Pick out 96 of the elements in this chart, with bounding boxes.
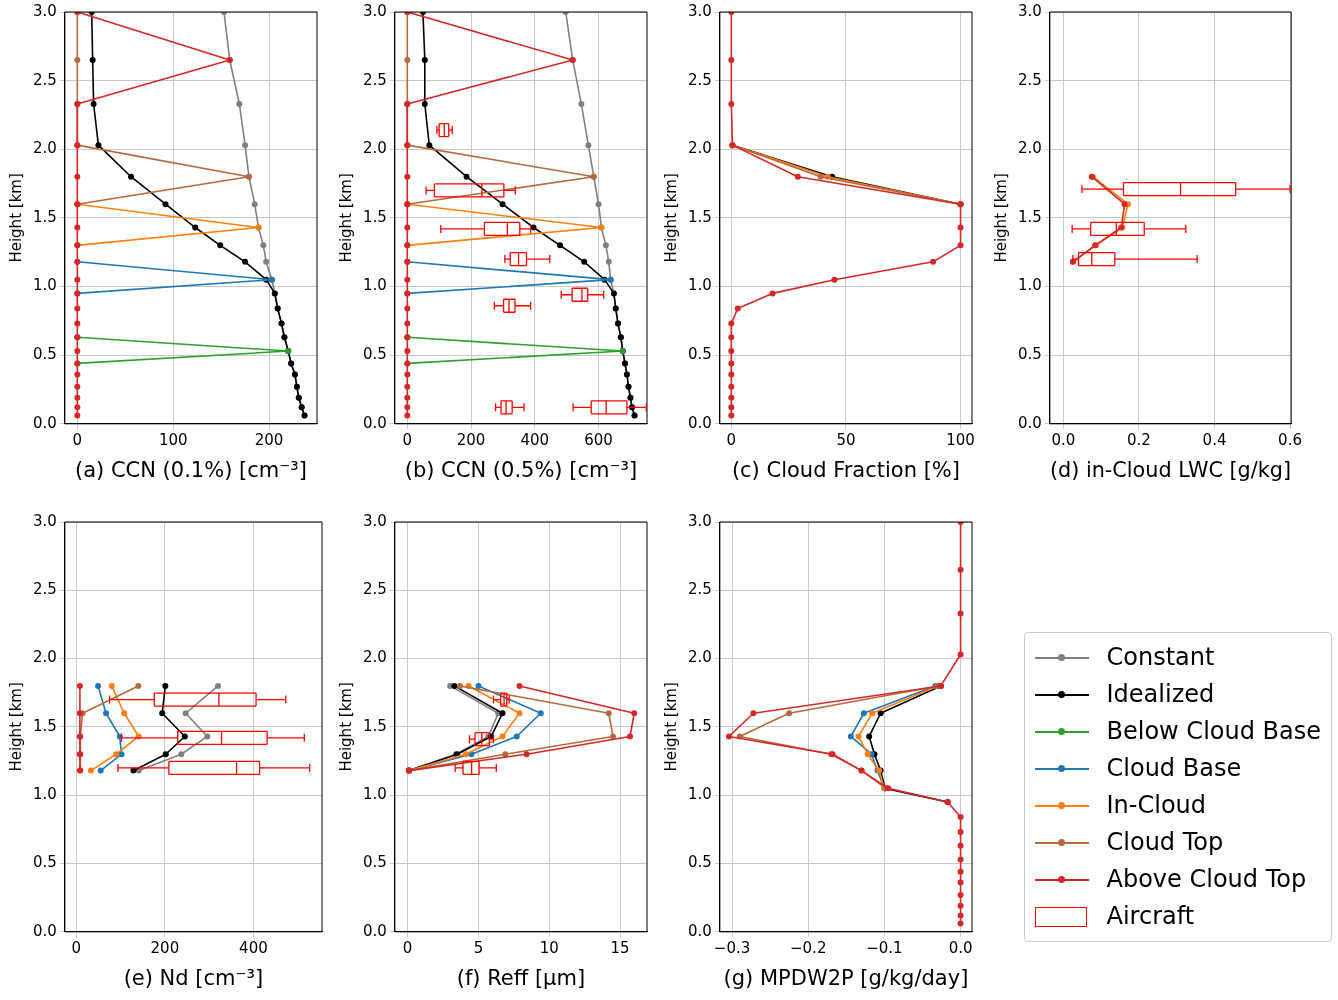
y-axis-title: Height [km] (661, 173, 680, 263)
x-tick-label: 0.6 (1278, 430, 1302, 449)
y-tick-label: 3.0 (1018, 1, 1042, 20)
y-axis-title: Height [km] (661, 682, 680, 772)
y-tick-label: 3.0 (363, 1, 387, 20)
legend-label: Cloud Top (1106, 827, 1224, 858)
y-tick-label: 1.0 (1018, 276, 1042, 295)
x-tick-label: 10 (539, 938, 559, 957)
y-tick-label: 0.0 (33, 413, 57, 432)
x-tick-label: 0.0 (1051, 430, 1076, 449)
x-tick-label: 0 (402, 938, 413, 957)
x-tick-label: 400 (520, 430, 550, 449)
x-axis-title: (d) in-Cloud LWC [g/kg] (1049, 457, 1292, 482)
x-tick-label: 0 (726, 430, 737, 449)
legend-label: Aircraft (1106, 901, 1195, 932)
x-tick-label: 600 (584, 430, 613, 449)
y-tick-label: 0.5 (33, 853, 57, 872)
legend-label: Below Cloud Base (1106, 716, 1321, 747)
y-tick-label: 3.0 (688, 511, 712, 530)
y-tick-label: 1.0 (363, 276, 387, 295)
y-tick-label: 0.0 (33, 921, 57, 940)
y-tick-label: 1.5 (363, 207, 387, 226)
y-tick-label: 0.0 (363, 413, 387, 432)
y-tick-label: 2.0 (33, 648, 57, 667)
x-tick-label: 200 (150, 938, 180, 957)
x-tick-label: 200 (254, 430, 284, 449)
x-tick-label: 0 (402, 430, 413, 449)
y-tick-label: 0.5 (688, 853, 712, 872)
x-axis-title: (a) CCN (0.1%) [cm⁻³] (74, 457, 307, 482)
y-axis-title: Height [km] (336, 682, 355, 772)
y-axis-title: Height [km] (6, 173, 25, 263)
x-axis-title: (c) Cloud Fraction [%] (731, 457, 960, 482)
y-tick-label: 2.0 (363, 139, 387, 158)
y-tick-label: 3.0 (33, 1, 57, 20)
x-tick-label: 0.0 (948, 938, 973, 957)
y-tick-label: 1.0 (688, 785, 712, 804)
y-tick-label: 1.5 (688, 716, 712, 735)
y-tick-label: 1.5 (1018, 207, 1042, 226)
x-tick-label: 0.2 (1127, 430, 1151, 449)
y-tick-label: 0.5 (688, 345, 712, 364)
y-tick-label: 2.0 (688, 648, 712, 667)
x-tick-label: 0.4 (1202, 430, 1227, 449)
y-axis-title: Height [km] (336, 173, 355, 263)
x-axis-title: (e) Nd [cm⁻³] (123, 965, 264, 990)
y-tick-label: 0.5 (363, 853, 387, 872)
x-tick-label: 0 (71, 938, 82, 957)
y-tick-label: 2.5 (33, 70, 57, 89)
y-tick-label: 2.0 (688, 139, 712, 158)
legend-label: Idealized (1106, 679, 1215, 710)
y-tick-label: 2.5 (363, 580, 387, 599)
y-tick-label: 1.5 (688, 207, 712, 226)
y-tick-label: 2.5 (363, 70, 387, 89)
y-tick-label: 2.5 (1018, 70, 1042, 89)
y-tick-label: 1.0 (688, 276, 712, 295)
y-tick-label: 3.0 (33, 511, 57, 530)
y-tick-label: 2.5 (688, 70, 712, 89)
x-axis-title: (f) Reff [μm] (456, 965, 586, 990)
x-tick-label: 15 (610, 938, 630, 957)
x-axis-title: (b) CCN (0.5%) [cm⁻³] (404, 457, 638, 482)
x-tick-label: 200 (456, 430, 486, 449)
y-tick-label: 1.5 (33, 207, 57, 226)
y-tick-label: 3.0 (688, 1, 712, 20)
y-tick-label: 1.5 (33, 716, 57, 735)
legend-label: Cloud Base (1106, 753, 1242, 784)
y-tick-label: 1.0 (33, 276, 57, 295)
x-tick-label: −0.3 (713, 938, 751, 957)
y-tick-label: 2.5 (688, 580, 712, 599)
y-tick-label: 2.0 (1018, 139, 1042, 158)
y-tick-label: 0.5 (363, 345, 387, 364)
x-tick-label: 0 (72, 430, 83, 449)
y-tick-label: 2.5 (33, 580, 57, 599)
x-tick-label: 50 (836, 430, 856, 449)
y-tick-label: 0.0 (688, 921, 712, 940)
y-tick-label: 0.5 (33, 345, 57, 364)
y-axis-title: Height [km] (6, 682, 25, 772)
y-tick-label: 1.5 (363, 716, 387, 735)
legend-label: In-Cloud (1106, 790, 1207, 821)
y-tick-label: 0.5 (1018, 345, 1042, 364)
y-tick-label: 0.0 (1018, 413, 1042, 432)
y-tick-label: 2.0 (363, 648, 387, 667)
x-axis-title: (g) MPDW2P [g/kg/day] (723, 965, 969, 990)
y-tick-label: 0.0 (688, 413, 712, 432)
y-tick-label: 2.0 (33, 139, 57, 158)
y-axis-title: Height [km] (991, 173, 1010, 263)
x-tick-label: −0.1 (866, 938, 903, 957)
x-tick-label: 400 (239, 938, 268, 957)
x-tick-label: 100 (158, 430, 188, 449)
x-tick-label: 5 (473, 938, 484, 957)
y-tick-label: 3.0 (363, 511, 387, 530)
legend-label: Above Cloud Top (1106, 864, 1307, 895)
y-tick-label: 1.0 (33, 785, 57, 804)
legend-label: Constant (1106, 642, 1215, 673)
x-tick-label: 100 (946, 430, 975, 449)
y-tick-label: 0.0 (363, 921, 387, 940)
y-tick-label: 1.0 (363, 785, 387, 804)
x-tick-label: −0.2 (790, 938, 827, 957)
